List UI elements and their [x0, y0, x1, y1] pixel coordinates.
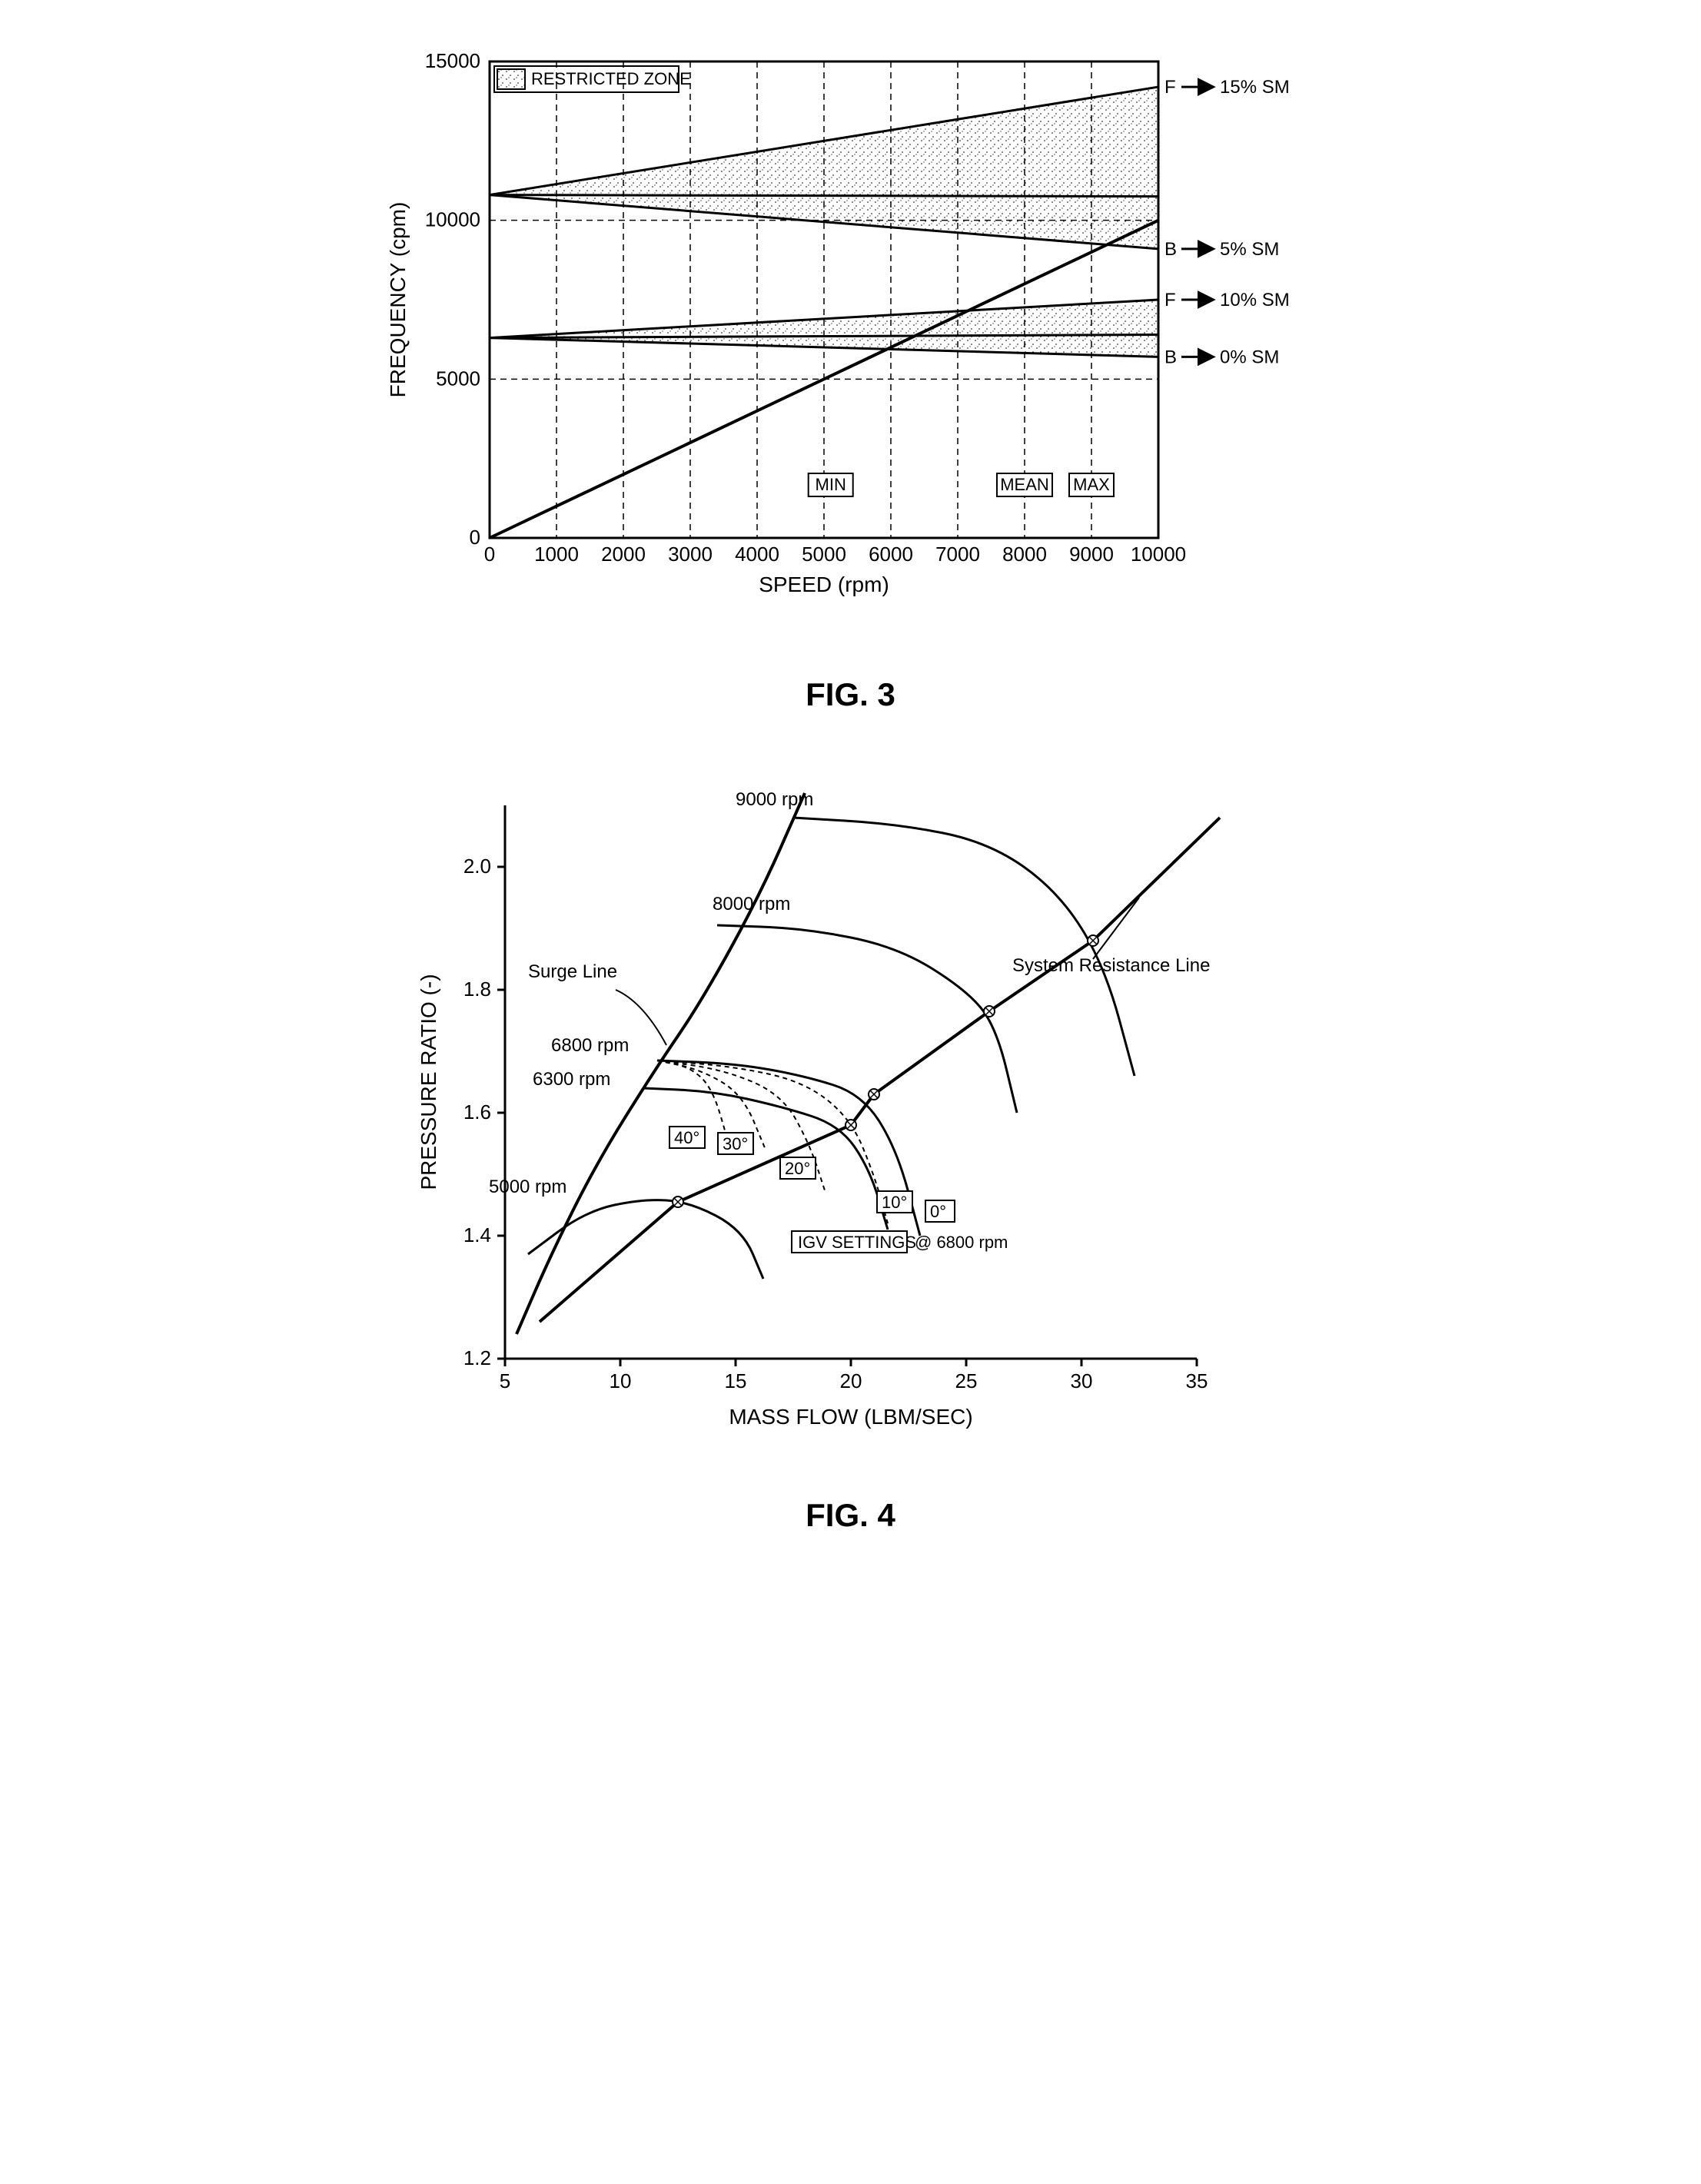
igv-label-3: 10°	[882, 1193, 907, 1212]
igv-settings-suffix: @ 6800 rpm	[915, 1233, 1008, 1252]
b-tag-1: B	[1164, 347, 1177, 367]
xtick: 8000	[1002, 543, 1047, 566]
ylabel: PRESSURE RATIO (-)	[417, 974, 440, 1190]
xtick: 10	[609, 1369, 631, 1392]
igv-label-1: 30°	[723, 1134, 748, 1153]
xtick: 15	[724, 1369, 746, 1392]
b-tag-0: B	[1164, 239, 1177, 260]
speed-marker-label: MEAN	[1000, 475, 1049, 494]
xtick: 10000	[1130, 543, 1185, 566]
igv-settings-label: IGV SETTINGS	[798, 1233, 916, 1252]
xtick: 5	[499, 1369, 510, 1392]
xtick: 0	[483, 543, 494, 566]
xtick: 5000	[802, 543, 846, 566]
xtick: 6000	[869, 543, 913, 566]
figure-4-container: 5 10 15 20 25 30 35 1.2 1.4 1.6 1.8 2.0 MASS FLOW (L…	[31, 775, 1670, 1534]
sm-b-1: 0% SM	[1220, 347, 1279, 367]
xtick: 2000	[601, 543, 646, 566]
igv-label-0: 40°	[674, 1128, 699, 1147]
xtick: 3000	[668, 543, 713, 566]
speed-marker-label: MAX	[1073, 475, 1110, 494]
ytick: 15000	[424, 49, 480, 72]
speed-curve-3	[643, 1088, 888, 1230]
sm-f-1: 10% SM	[1220, 290, 1290, 310]
ytick: 5000	[436, 367, 480, 390]
figure-4-title: FIG. 4	[31, 1497, 1670, 1534]
legend-swatch	[497, 69, 525, 89]
speed-marker-label: MIN	[815, 475, 846, 494]
leader-line	[1093, 898, 1139, 959]
sm-f-0: 15% SM	[1220, 77, 1290, 98]
speed-curve-label-4: 5000 rpm	[489, 1177, 566, 1197]
ytick: 1.4	[463, 1223, 490, 1246]
xtick: 4000	[735, 543, 779, 566]
figure-3-title: FIG. 3	[31, 676, 1670, 713]
mode-c-0	[490, 195, 1158, 197]
sm-b-0: 5% SM	[1220, 239, 1279, 260]
xtick: 7000	[935, 543, 980, 566]
figure-3-container: F B 15% SM 5% SM F B 10% SM 0% SM MIN MEAN MAX REST…	[31, 31, 1670, 713]
speed-curve-4	[528, 1200, 763, 1279]
ytick: 2.0	[463, 855, 490, 878]
ylabel: FREQUENCY (cpm)	[386, 202, 410, 398]
f-tag-1: F	[1164, 290, 1176, 310]
xtick: 35	[1185, 1369, 1208, 1392]
xtick: 1000	[534, 543, 579, 566]
compressor-map: 5 10 15 20 25 30 35 1.2 1.4 1.6 1.8 2.0 MASS FLOW (L…	[390, 775, 1312, 1482]
f-tag-0: F	[1164, 77, 1176, 98]
srl-label: System Resistance Line	[1012, 955, 1210, 976]
xtick: 9000	[1069, 543, 1114, 566]
surge-line	[517, 793, 805, 1334]
xlabel: MASS FLOW (LBM/SEC)	[729, 1405, 972, 1429]
speed-curve-label-2: 6800 rpm	[551, 1035, 629, 1056]
legend-label: RESTRICTED ZONE	[531, 69, 691, 88]
xlabel: SPEED (rpm)	[759, 573, 889, 596]
xtick: 30	[1070, 1369, 1092, 1392]
ytick: 10000	[424, 208, 480, 231]
speed-curve-label-0: 9000 rpm	[736, 789, 813, 810]
ytick: 1.2	[463, 1346, 490, 1369]
speed-curve-1	[717, 925, 1017, 1113]
xtick: 25	[955, 1369, 977, 1392]
igv-label-2: 20°	[785, 1159, 810, 1178]
igv-zero-label: 0°	[930, 1202, 946, 1221]
speed-curve-label-3: 6300 rpm	[533, 1069, 610, 1090]
surge-line-label: Surge Line	[528, 961, 617, 982]
speed-curve-label-1: 8000 rpm	[713, 894, 790, 914]
campbell-diagram: F B 15% SM 5% SM F B 10% SM 0% SM MIN MEAN MAX REST…	[351, 31, 1351, 661]
xtick: 20	[839, 1369, 862, 1392]
ytick: 1.8	[463, 977, 490, 1001]
ytick: 1.6	[463, 1100, 490, 1124]
ytick: 0	[469, 526, 480, 549]
